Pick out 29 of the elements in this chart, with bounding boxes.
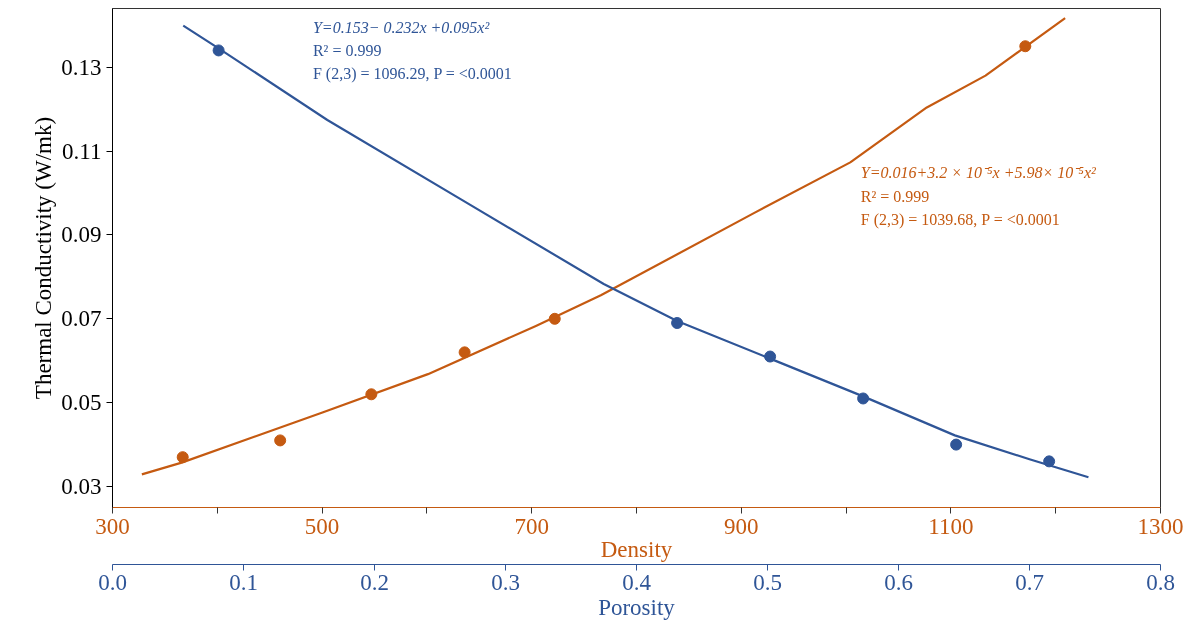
point: [458, 346, 471, 359]
x-tick-label: 900: [724, 513, 759, 539]
x2-tick-label: 0.6: [884, 569, 913, 595]
y-tick-label: 0.07: [61, 306, 102, 332]
y-tick-label: 0.13: [61, 54, 102, 80]
x-tick-label: 1100: [928, 513, 974, 539]
x2-tick-label: 0.7: [1015, 569, 1044, 595]
x2-tick-label: 0.4: [622, 569, 652, 595]
x-tick-label: 500: [304, 513, 340, 539]
y-axis-title: Thermal Conductivity (W/mk): [31, 116, 57, 400]
x2-tick-label: 0.2: [360, 569, 389, 595]
x-axis-title: Density: [600, 536, 673, 562]
annotation: Y=0.153− 0.232x +0.095x² R² = 0.999 F (2,3) = 1096.29, P = <0.0001: [312, 18, 512, 84]
x-tick-label: 700: [514, 513, 549, 539]
point: [274, 434, 287, 447]
x2-tick-label: 0.1: [229, 569, 258, 595]
y-tick-label: 0.11: [62, 138, 102, 164]
annotation: Y=0.016+3.2 × 10⁻⁵x +5.98× 10⁻⁵x² R² = 0.999 F (2,3) = 1039.68, P = <0.0001: [860, 164, 1097, 229]
x2-tick-label: 0.0: [98, 569, 127, 595]
x2-tick-label: 0.3: [491, 569, 520, 595]
x2-axis-title: Porosity: [598, 594, 676, 620]
x-tick-label: 1300: [1137, 513, 1184, 539]
x2-tick-label: 0.8: [1146, 569, 1175, 595]
y-tick-label: 0.09: [61, 222, 102, 248]
point: [176, 451, 189, 464]
x2-tick-label: 0.5: [753, 569, 782, 595]
y-tick-label: 0.05: [61, 390, 102, 416]
x-tick-label: 300: [95, 513, 130, 539]
y-tick-label: 0.03: [61, 474, 102, 500]
